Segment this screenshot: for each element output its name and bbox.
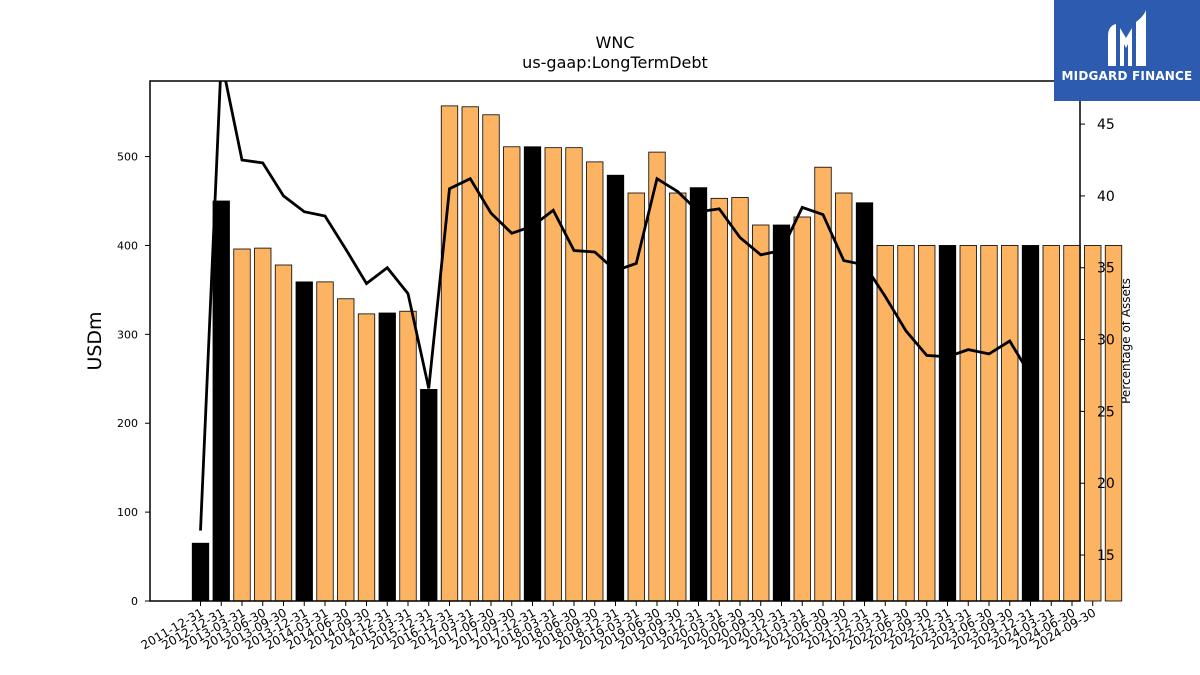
bar-2020-12-31 bbox=[793, 216, 811, 602]
bar-2013-03-31 bbox=[233, 248, 251, 602]
bar-2016-09-30 bbox=[440, 105, 459, 602]
bar-2015-03-31 bbox=[399, 310, 417, 602]
bar-2017-09-30 bbox=[523, 146, 542, 602]
bar-2013-06-30 bbox=[254, 247, 272, 602]
bar-2019-09-30 bbox=[689, 187, 708, 602]
bar-2018-09-30 bbox=[606, 174, 625, 602]
bar-2018-03-31 bbox=[565, 147, 583, 602]
bar-2022-03-31 bbox=[897, 245, 915, 602]
bar-2023-12-31 bbox=[1042, 245, 1060, 602]
y-tick-label: 200 bbox=[117, 417, 138, 430]
bar-2024-03-31 bbox=[1063, 245, 1081, 602]
chart-title: WNC bbox=[596, 33, 635, 52]
bar-2014-12-31 bbox=[378, 312, 396, 602]
y2-tick-label: 45 bbox=[1097, 117, 1115, 133]
bar-2011-12-31 bbox=[191, 542, 210, 602]
bar-2014-06-30 bbox=[337, 298, 355, 602]
bar-2021-03-31 bbox=[814, 166, 832, 602]
y2-tick-label: 30 bbox=[1097, 333, 1115, 349]
bar-2022-09-30 bbox=[938, 245, 957, 602]
bar-2023-09-30 bbox=[1021, 245, 1040, 602]
bar-2022-06-30 bbox=[918, 245, 936, 602]
bar-2013-09-30 bbox=[274, 264, 293, 602]
bar-2020-09-30 bbox=[772, 224, 791, 602]
bar-2013-12-31 bbox=[295, 281, 313, 602]
y2-tick-label: 25 bbox=[1097, 404, 1115, 420]
bar-2012-12-31 bbox=[212, 200, 230, 602]
bar-2023-03-31 bbox=[980, 245, 998, 602]
brand-name: MIDGARD FINANCE bbox=[1061, 69, 1193, 83]
y2-axis-label: Percentage of Assets bbox=[1119, 278, 1133, 404]
y-tick-label: 100 bbox=[117, 506, 138, 519]
y-tick-label: 0 bbox=[131, 595, 138, 608]
y2-tick-label: 15 bbox=[1097, 548, 1115, 564]
bar-2022-12-31 bbox=[959, 245, 977, 602]
bar-2015-12-31 bbox=[420, 389, 438, 602]
bar-2017-03-31 bbox=[482, 114, 500, 602]
bar-2018-06-30 bbox=[586, 161, 604, 602]
y2-tick-label: 35 bbox=[1097, 261, 1115, 277]
bar-2021-06-30 bbox=[835, 192, 853, 602]
y2-tick-label: 20 bbox=[1097, 476, 1115, 492]
bar-2014-03-31 bbox=[316, 281, 334, 602]
bar-2014-09-30 bbox=[357, 313, 376, 602]
bar-2018-12-31 bbox=[627, 192, 645, 602]
bar-2019-03-31 bbox=[648, 151, 666, 602]
y-tick-label: 400 bbox=[117, 239, 138, 252]
bar-2019-12-31 bbox=[710, 197, 728, 602]
percentage-of-assets-line bbox=[199, 81, 1032, 531]
bar-2020-03-31 bbox=[731, 197, 749, 602]
bar-2017-06-30 bbox=[503, 146, 521, 602]
chart-subtitle: us-gaap:LongTermDebt bbox=[522, 53, 708, 72]
brand-logo: MIDGARD FINANCE bbox=[1054, 0, 1200, 101]
y-tick-label: 300 bbox=[117, 328, 138, 341]
y-axis-label: USDm bbox=[84, 311, 106, 370]
bar-2024-09-30 bbox=[1104, 245, 1123, 602]
bar-2020-06-30 bbox=[752, 224, 770, 602]
y2-tick-label: 40 bbox=[1097, 189, 1115, 205]
bar-2019-06-30 bbox=[669, 192, 687, 602]
bar-2023-06-30 bbox=[1001, 245, 1019, 602]
midgard-logo-icon bbox=[1108, 10, 1146, 66]
y-tick-label: 500 bbox=[117, 151, 138, 164]
